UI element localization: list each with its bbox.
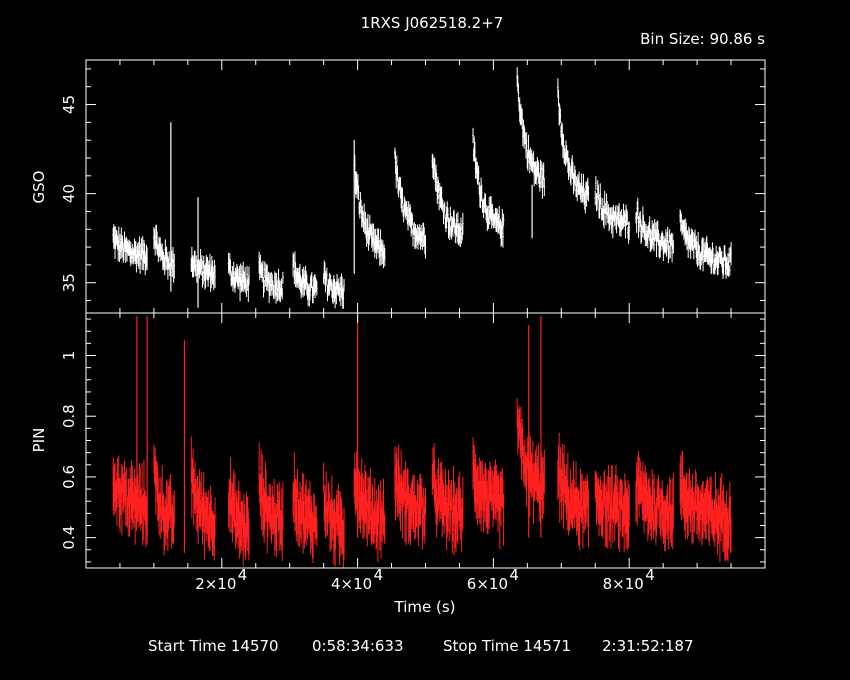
y-tick-label: 0.4: [60, 526, 78, 550]
y-tick-label: 0.8: [60, 404, 78, 428]
bin-size-label: Bin Size: 90.86 s: [640, 30, 765, 48]
x-tick-exponent: 4: [645, 566, 655, 584]
y-tick-label: 40: [60, 184, 78, 203]
x-tick-exponent: 4: [509, 566, 519, 584]
x-tick-exponent: 4: [374, 566, 384, 584]
x-tick-label: 2×10: [195, 575, 236, 593]
pin-axes: 0.40.60.812×10 4 4×10 4 6×10 4 8×10 4: [60, 313, 765, 593]
gso-axis-label: GSO: [30, 171, 48, 204]
gso-axes: 35 40 45: [60, 60, 765, 313]
gso-data: [112, 67, 732, 309]
pin-axis-label: PIN: [30, 428, 48, 453]
start-time-value: 0:58:34:633: [312, 637, 404, 655]
x-tick-label: 6×10: [467, 575, 508, 593]
stop-time-value: 2:31:52:187: [602, 637, 694, 655]
pin-data: [112, 316, 732, 568]
y-tick-label: 45: [60, 95, 78, 114]
gso-panel: 35 40 45 GSO: [30, 59, 766, 314]
x-tick-label: 8×10: [603, 575, 644, 593]
y-tick-label: 0.6: [60, 465, 78, 489]
x-tick-exponent: 4: [238, 566, 248, 584]
y-tick-label: 35: [60, 273, 78, 292]
stop-time-label: Stop Time 14571: [443, 637, 571, 655]
time-info-footer: Start Time 14570 0:58:34:633 Stop Time 1…: [148, 637, 694, 655]
x-tick-label: 4×10: [331, 575, 372, 593]
y-tick-label: 1: [60, 351, 78, 361]
pin-panel: 0.40.60.812×10 4 4×10 4 6×10 4 8×10 4 PIN: [30, 312, 766, 593]
start-time-label: Start Time 14570: [148, 637, 279, 655]
chart-title: 1RXS J062518.2+7: [361, 14, 504, 32]
time-axis-label: Time (s): [394, 598, 456, 616]
